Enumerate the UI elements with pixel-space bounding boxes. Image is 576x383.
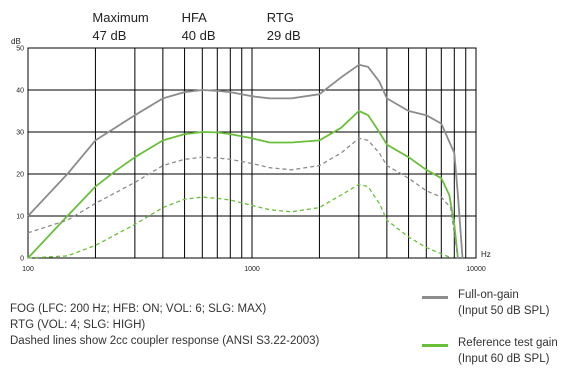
legend-item-reference-test-gain: Reference test gain (Input 60 dB SPL) [422,335,572,375]
legend-title: Full-on-gain [458,289,519,301]
legend-title: Reference test gain [458,337,558,349]
marker-label: RTG [267,10,294,25]
legend-item-full-on-gain: Full-on-gain (Input 50 dB SPL) [422,287,572,327]
legend-subtitle: (Input 60 dB SPL) [458,353,550,365]
series-line-1 [27,63,464,259]
y-axis-unit: dB [11,37,21,46]
marker-label: HFA [182,10,208,25]
y-tick-label: 20 [16,172,24,179]
chart-notes: FOG (LFC: 200 Hz; HFB: ON; VOL: 6; SLG: … [10,301,319,349]
legend-label-reference-test-gain: Reference test gain (Input 60 dB SPL) [458,335,558,367]
y-tick-label: 10 [16,214,24,221]
legend-subtitle: (Input 50 dB SPL) [458,305,550,317]
series-line-4 [27,183,453,259]
y-tick-label: 40 [16,88,24,95]
series-line-2 [27,110,459,259]
legend-swatch-reference-test-gain [422,344,448,347]
chart-series [27,63,464,259]
series-line-3 [27,137,459,259]
chart-labels: 0 10 20 30 40 50 100 1000 10000 dB Hz Maximum 47 dB H… [11,10,491,273]
legend-label-full-on-gain: Full-on-gain (Input 50 dB SPL) [458,287,549,319]
y-tick-label: 30 [16,130,24,137]
note-rtg: RTG (VOL: 4; SLG: HIGH) [10,319,146,331]
marker-value: 40 dB [182,28,216,43]
x-axis-unit: Hz [481,250,491,259]
note-dashed-lines: Dashed lines show 2cc coupler response (… [10,335,320,347]
plot-frame [27,47,477,259]
marker-value: 29 dB [267,28,301,43]
marker-label: Maximum [92,10,148,25]
x-tick-label: 10000 [466,266,486,273]
legend-swatch-full-on-gain [422,296,448,299]
x-tick-label: 100 [22,266,34,273]
y-tick-label: 0 [20,256,24,263]
note-fog: FOG (LFC: 200 Hz; HFB: ON; VOL: 6; SLG: … [10,303,267,315]
y-tick-label: 50 [16,46,24,53]
x-tick-label: 1000 [244,266,260,273]
chart-legend: Full-on-gain (Input 50 dB SPL) Reference… [422,287,572,383]
gain-chart: 0 10 20 30 40 50 100 1000 10000 dB Hz Maximum 47 dB H… [11,10,491,273]
chart-grid [27,47,477,259]
marker-value: 47 dB [92,28,126,43]
